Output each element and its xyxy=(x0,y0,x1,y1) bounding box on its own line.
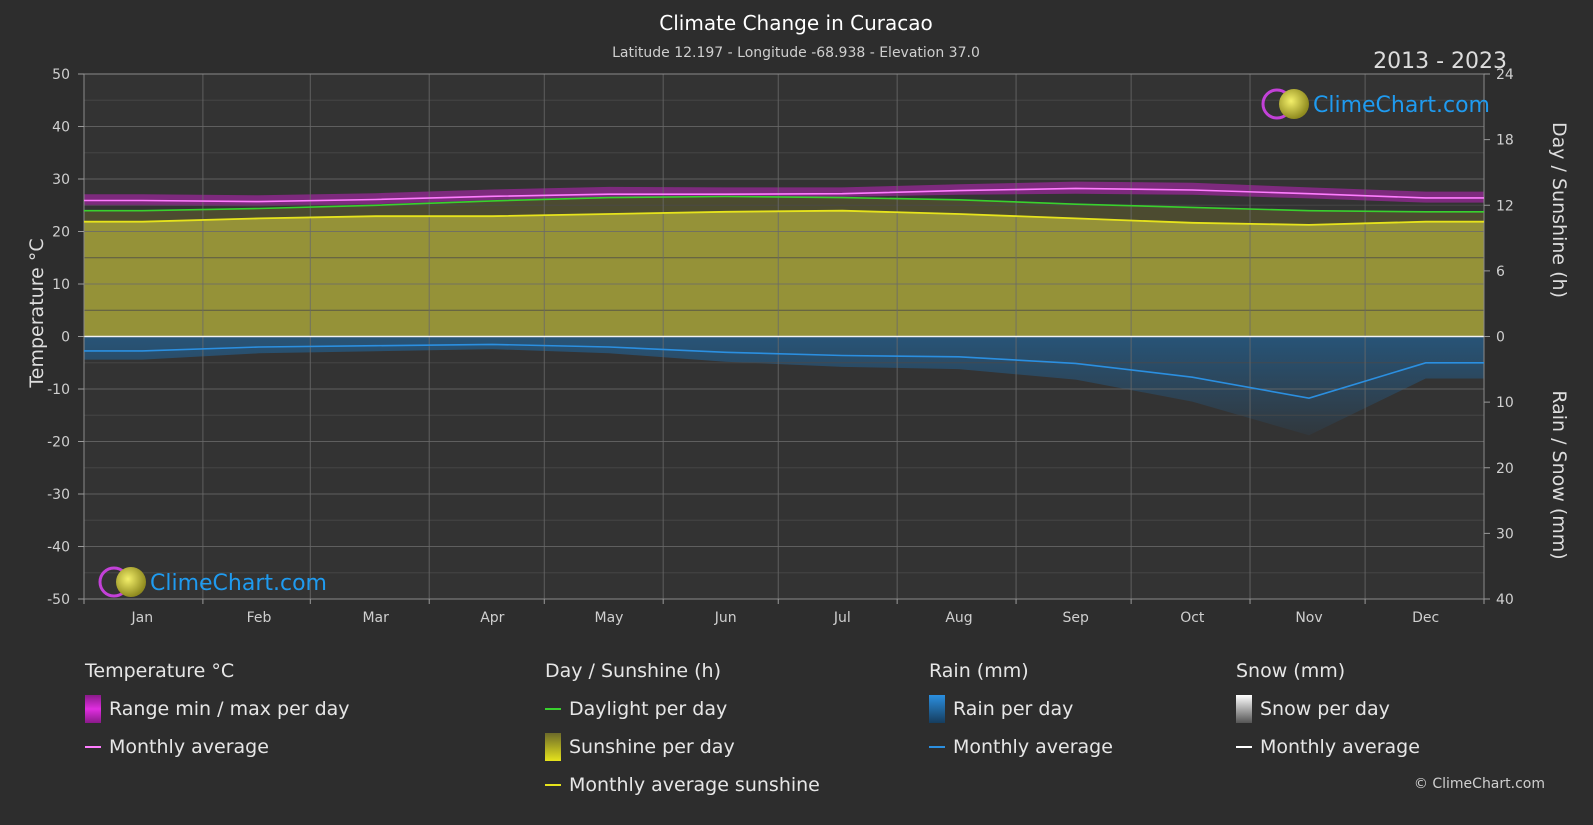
rain-avg-line xyxy=(84,343,1484,400)
legend-item-daylight: Daylight per day xyxy=(545,698,820,736)
legend-item-temp-avg: Monthly average xyxy=(85,736,350,774)
legend-rain: Rain (mm) Rain per day Monthly average xyxy=(929,660,1113,774)
month-tick-label: Jun xyxy=(714,610,737,626)
legend-rain-title: Rain (mm) xyxy=(929,660,1029,682)
legend-temperature: Temperature °C Range min / max per day M… xyxy=(85,660,350,774)
snow-swatch xyxy=(1236,695,1252,723)
year-range: 2013 - 2023 xyxy=(1373,49,1507,74)
right-tick-label-mm: 30 xyxy=(1496,526,1514,542)
legend-sunshine-title: Day / Sunshine (h) xyxy=(545,660,722,682)
month-tick-label: May xyxy=(595,610,624,626)
logo-ball-icon xyxy=(116,567,146,597)
snow-avg-swatch xyxy=(1236,746,1252,748)
sunshine-swatch xyxy=(545,733,561,761)
month-tick-label: Apr xyxy=(480,610,504,626)
brand-logo-bottom[interactable]: ClimeChart.com xyxy=(98,566,327,598)
grid xyxy=(83,73,1485,600)
legend-item-temp-range: Range min / max per day xyxy=(85,695,350,736)
month-tick-label: Feb xyxy=(247,610,272,626)
legend-label: Rain per day xyxy=(953,698,1074,720)
month-tick-label: Mar xyxy=(362,610,389,626)
left-axis-ticks: 50 40 30 20 10 0 -10 -20 -30 -40 -50 xyxy=(47,67,84,608)
brand-name-bottom: ClimeChart.com xyxy=(150,571,327,596)
legend-item-sunshine-avg: Monthly average sunshine xyxy=(545,774,820,812)
right-tick-label-hours: 6 xyxy=(1496,264,1505,280)
right-tick-label-mm: 10 xyxy=(1496,395,1514,411)
right-tick-label-hours: 12 xyxy=(1496,198,1514,214)
month-tick-label: Jul xyxy=(833,610,851,626)
legend-label: Monthly average xyxy=(953,736,1113,758)
legend-snow: Snow (mm) Snow per day Monthly average xyxy=(1236,660,1420,774)
legend-temperature-title: Temperature °C xyxy=(85,660,235,682)
temp-range-swatch xyxy=(85,695,101,723)
month-tick-label: Oct xyxy=(1180,610,1205,626)
rain-area xyxy=(84,336,1484,436)
right-axis-ticks: 24 18 12 6 0 10 20 30 40 xyxy=(1484,67,1514,608)
legend-item-sunshine: Sunshine per day xyxy=(545,733,820,774)
right-tick-label-mm: 20 xyxy=(1496,461,1514,477)
legend-label: Monthly average xyxy=(1260,736,1420,758)
temperature-avg-line xyxy=(84,187,1484,203)
temp-avg-swatch xyxy=(85,746,101,748)
legend-label: Snow per day xyxy=(1260,698,1390,720)
right-tick-label-hours: 24 xyxy=(1496,67,1514,83)
left-tick-label: -50 xyxy=(47,592,70,608)
right-tick-label-hours: 18 xyxy=(1496,133,1514,149)
sunshine-avg-swatch xyxy=(545,784,561,786)
legend-sunshine: Day / Sunshine (h) Daylight per day Suns… xyxy=(545,660,820,812)
right-axis-label-top: Day / Sunshine (h) xyxy=(1548,122,1570,298)
plot-area xyxy=(83,73,1485,600)
legend-item-rain: Rain per day xyxy=(929,695,1113,736)
month-tick-label: Jan xyxy=(131,610,154,626)
left-tick-label: -40 xyxy=(47,540,70,556)
legend-item-rain-avg: Monthly average xyxy=(929,736,1113,774)
right-tick-label-hours: 0 xyxy=(1496,330,1505,346)
rain-swatch xyxy=(929,695,945,723)
legend-label: Sunshine per day xyxy=(569,736,735,758)
left-tick-label: -20 xyxy=(47,435,70,451)
month-tick-label: Dec xyxy=(1412,610,1439,626)
left-tick-label: 20 xyxy=(52,225,70,241)
rain-avg-swatch xyxy=(929,746,945,748)
sunshine-area xyxy=(84,210,1484,337)
left-tick-label: -30 xyxy=(47,487,70,503)
copyright: © ClimeChart.com xyxy=(1413,776,1545,792)
legend-item-snow-avg: Monthly average xyxy=(1236,736,1420,774)
month-tick-label: Sep xyxy=(1062,610,1089,626)
legend-label: Monthly average sunshine xyxy=(569,774,820,796)
left-tick-label: 30 xyxy=(52,172,70,188)
left-tick-label: 0 xyxy=(61,330,70,346)
month-tick-label: Nov xyxy=(1295,610,1322,626)
brand-logo-top[interactable]: ClimeChart.com xyxy=(1261,88,1490,120)
chart-subtitle: Latitude 12.197 - Longitude -68.938 - El… xyxy=(612,45,980,61)
logo-ball-icon xyxy=(1279,89,1309,119)
sunshine-avg-line xyxy=(84,209,1484,226)
legend-label: Monthly average xyxy=(109,736,269,758)
chart-title: Climate Change in Curacao xyxy=(659,11,932,35)
daylight-swatch xyxy=(545,708,561,710)
brand-name-top: ClimeChart.com xyxy=(1313,93,1490,118)
month-tick-label: Aug xyxy=(945,610,972,626)
legend-item-snow: Snow per day xyxy=(1236,695,1420,736)
left-tick-label: -10 xyxy=(47,382,70,398)
right-tick-label-mm: 40 xyxy=(1496,592,1514,608)
left-axis-label: Temperature °C xyxy=(26,238,48,388)
daylight-line xyxy=(84,195,1484,213)
month-axis-ticks: Jan Feb Mar Apr May Jun Jul Aug Sep Oct Nov Dec xyxy=(83,599,1485,626)
legend-label: Daylight per day xyxy=(569,698,728,720)
legend-snow-title: Snow (mm) xyxy=(1236,660,1346,682)
left-tick-label: 50 xyxy=(52,67,70,83)
right-axis-label-bottom: Rain / Snow (mm) xyxy=(1548,390,1570,559)
left-tick-label: 10 xyxy=(52,277,70,293)
legend-label: Range min / max per day xyxy=(109,698,350,720)
left-tick-label: 40 xyxy=(52,120,70,136)
